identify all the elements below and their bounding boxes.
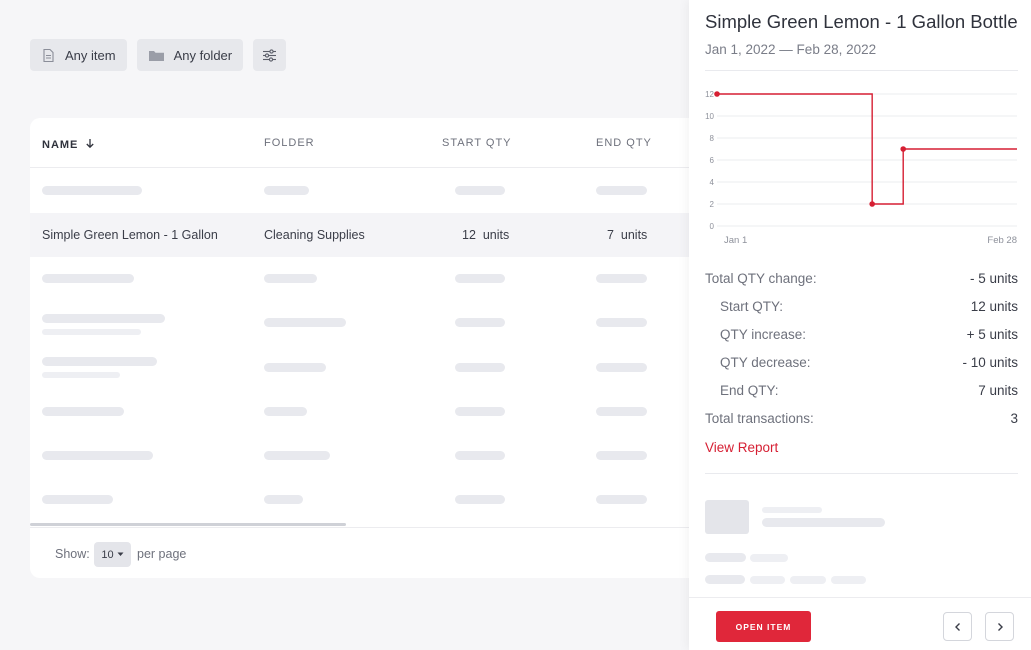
qty-history-chart: 0 2 4 6 8 10 12 Jan 1 Feb 28 (705, 90, 1017, 246)
chart-y-tick-label: 12 (705, 90, 714, 99)
table-row-selected[interactable]: Simple Green Lemon - 1 Gallon Cleaning S… (30, 213, 710, 257)
divider (705, 473, 1018, 474)
chevron-left-icon (954, 622, 960, 631)
previous-item-button[interactable] (943, 612, 972, 641)
stat-label: QTY decrease: (720, 355, 811, 370)
column-folder-header[interactable]: FOLDER (264, 137, 315, 149)
settings-sliders-button[interactable] (253, 39, 287, 71)
chart-y-tick-label: 2 (710, 200, 715, 209)
chart-x-tick-label: Jan 1 (724, 235, 747, 246)
folder-filter-button[interactable]: Any folder (136, 39, 244, 71)
divider (705, 70, 1018, 71)
folder-filter-label: Any folder (173, 47, 233, 63)
stat-end-qty: End QTY: 7 units (705, 383, 1018, 398)
stat-label: Total QTY change: (705, 271, 817, 286)
column-end-qty-header[interactable]: END QTY (596, 137, 652, 149)
stat-value: - 10 units (962, 355, 1018, 370)
row-end-qty: 7 units (607, 228, 648, 242)
panel-title: Simple Green Lemon - 1 Gallon Bottle (705, 11, 1018, 32)
stat-value: + 5 units (966, 327, 1018, 342)
show-label: Show: (55, 547, 90, 561)
table-row-loading (30, 345, 710, 389)
panel-footer: OPEN ITEM (689, 597, 1031, 650)
stat-label: QTY increase: (720, 327, 807, 342)
chart-data-point (900, 146, 907, 152)
table-row-loading (30, 433, 710, 477)
stat-value: 3 (1010, 411, 1018, 426)
stat-qty-increase: QTY increase: + 5 units (705, 327, 1018, 342)
stat-qty-decrease: QTY decrease: - 10 units (705, 355, 1018, 370)
chart-y-tick-label: 10 (705, 112, 714, 121)
chart-y-tick-label: 8 (710, 134, 715, 143)
caret-down-icon (117, 552, 124, 556)
document-icon (41, 48, 56, 63)
table-row-loading (30, 169, 710, 213)
stat-label: Total transactions: (705, 411, 814, 426)
chart-y-tick-label: 6 (710, 156, 715, 165)
panel-date-range: Jan 1, 2022 — Feb 28, 2022 (705, 42, 877, 57)
view-report-link[interactable]: View Report (705, 440, 779, 455)
table-header: NAME FOLDER START QTY END QTY (30, 118, 710, 168)
chart-series-line (717, 93, 1017, 205)
stat-label: Start QTY: (720, 299, 784, 314)
chart-x-tick-label: Feb 28 (987, 235, 1017, 246)
stat-label: End QTY: (720, 383, 779, 398)
sliders-icon (262, 48, 277, 63)
row-name: Simple Green Lemon - 1 Gallon (42, 228, 218, 242)
page-size-value: 10 (101, 548, 114, 561)
row-start-qty: 12 units (462, 228, 510, 242)
report-table: NAME FOLDER START QTY END QTY Simple Gre… (30, 118, 710, 578)
stat-value: 7 units (978, 383, 1018, 398)
stat-value: - 5 units (969, 271, 1018, 286)
table-row-loading (30, 389, 710, 433)
column-name-header[interactable]: NAME (42, 137, 95, 151)
row-folder: Cleaning Supplies (264, 228, 365, 242)
arrow-down-icon (86, 139, 95, 149)
chart-data-point (869, 201, 875, 207)
item-detail-panel: Simple Green Lemon - 1 Gallon Bottle Jan… (689, 0, 1031, 650)
stat-total-transactions: Total transactions: 3 (705, 411, 1018, 426)
stat-value: 12 units (970, 299, 1018, 314)
stat-start-qty: Start QTY: 12 units (705, 299, 1018, 314)
table-footer: Show: 10 per page (30, 527, 710, 578)
table-row-loading (30, 301, 710, 345)
chart-data-point (714, 91, 720, 97)
next-item-button[interactable] (985, 612, 1014, 641)
table-row-loading (30, 477, 710, 521)
page-size-select[interactable]: 10 (94, 542, 131, 567)
table-row-loading (30, 257, 710, 301)
stat-total-qty-change: Total QTY change: - 5 units (705, 271, 1018, 286)
chart-y-tick-label: 0 (710, 222, 715, 231)
open-item-button[interactable]: OPEN ITEM (716, 611, 811, 642)
horizontal-scrollbar[interactable] (30, 523, 346, 526)
item-filter-button[interactable]: Any item (30, 39, 127, 71)
filter-toolbar: Any item Any folder (30, 39, 287, 71)
item-filter-label: Any item (65, 47, 116, 63)
column-start-qty-header[interactable]: START QTY (442, 137, 512, 149)
folder-icon (148, 48, 165, 63)
chart-y-tick-label: 4 (710, 178, 715, 187)
per-page-label: per page (137, 547, 187, 561)
chevron-right-icon (997, 622, 1003, 631)
